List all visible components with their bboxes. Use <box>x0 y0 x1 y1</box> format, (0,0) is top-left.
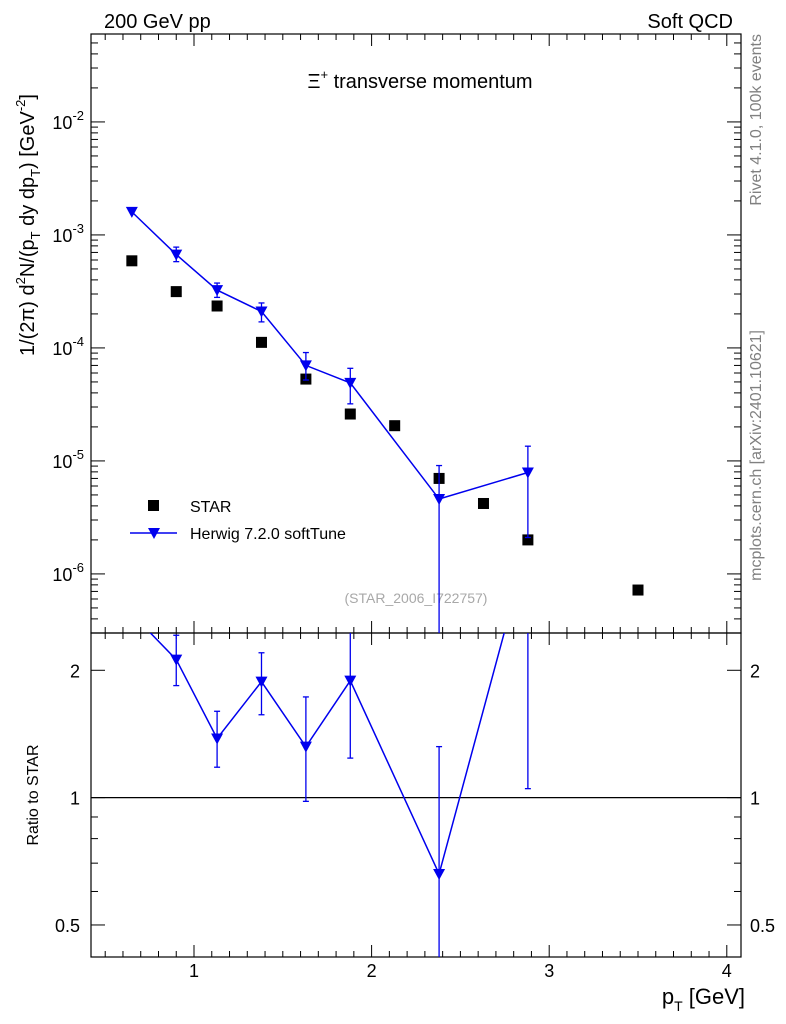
herwig-data-point <box>255 306 268 318</box>
star-data-point <box>255 336 267 348</box>
main-y-tick-label: 10-4 <box>52 334 84 359</box>
header-right: Soft QCD <box>647 11 733 33</box>
herwig-data-point <box>125 206 138 218</box>
header-left: 200 GeV pp <box>104 11 211 33</box>
star-data-point <box>170 286 182 298</box>
star-data-point <box>389 420 401 432</box>
star-data-point <box>477 497 489 509</box>
ratio-y-tick-label-right: 0.5 <box>750 916 775 936</box>
star-data-point <box>344 408 356 420</box>
ratio-y-axis-label: Ratio to STAR <box>25 744 42 845</box>
side-text-top: Rivet 4.1.0, 100k events <box>748 34 765 206</box>
main-y-tick-label: 10-6 <box>52 560 84 585</box>
main-plot-frame <box>90 33 742 634</box>
ratio-y-tick-label-left: 2 <box>70 661 80 681</box>
herwig-data-point <box>299 360 312 372</box>
herwig-data-point <box>170 249 183 261</box>
legend-star-marker <box>148 500 159 511</box>
x-tick-label: 2 <box>367 961 377 981</box>
herwig-data-point <box>521 467 534 479</box>
herwig-line <box>131 211 529 500</box>
legend-herwig-marker <box>148 528 160 539</box>
ratio-y-tick-label-right: 1 <box>750 789 760 809</box>
main-plot-area <box>125 206 644 633</box>
star-data-point <box>522 534 534 546</box>
plot-title: Ξ+ transverse momentum <box>307 67 532 93</box>
x-tick-label: 1 <box>189 961 199 981</box>
ratio-plot-area <box>126 609 531 957</box>
x-axis-label: pT [GeV] <box>662 984 745 1014</box>
main-y-tick-label: 10-3 <box>52 221 84 246</box>
x-tick-label: 3 <box>544 961 554 981</box>
ratio-y-tick-label-right: 2 <box>750 661 760 681</box>
legend-herwig-label: Herwig 7.2.0 softTune <box>190 526 346 543</box>
main-y-tick-label: 10-2 <box>52 108 84 133</box>
herwig-data-point <box>211 285 224 297</box>
ratio-line <box>149 633 505 877</box>
ratio-y-tick-label-left: 1 <box>70 789 80 809</box>
herwig-data-point <box>344 377 357 389</box>
ratio-y-tick-label-left: 0.5 <box>55 916 80 936</box>
ratio-data-point <box>344 675 357 687</box>
star-data-point <box>211 300 223 312</box>
ratio-data-point <box>299 741 312 753</box>
ratio-data-point <box>170 654 183 666</box>
ratio-plot-frame <box>90 632 742 958</box>
side-text-bottom: mcplots.cern.ch [arXiv:2401.10621] <box>748 330 765 581</box>
ratio-data-point <box>126 609 138 620</box>
legend-star-label: STAR <box>190 499 231 516</box>
ratio-data-point <box>255 676 268 688</box>
ratio-data-point <box>211 733 224 745</box>
main-y-axis-label: 1/(2π) d2N/(pT dy dpT) [GeV-2] <box>13 94 43 356</box>
star-data-point <box>126 255 138 267</box>
x-tick-label: 4 <box>722 961 732 981</box>
herwig-data-point <box>433 494 446 506</box>
star-data-point <box>632 584 644 596</box>
legend: STAR Herwig 7.2.0 softTune <box>130 499 346 543</box>
plot-marks: 1 2 3 4 10-6 10-5 10-4 10-3 10-2 0.5 0.5 1 1 2 2 <box>52 33 775 981</box>
main-y-tick-label: 10-5 <box>52 447 84 472</box>
analysis-watermark: (STAR_2006_I722757) <box>345 590 488 606</box>
ratio-data-point <box>433 868 446 880</box>
